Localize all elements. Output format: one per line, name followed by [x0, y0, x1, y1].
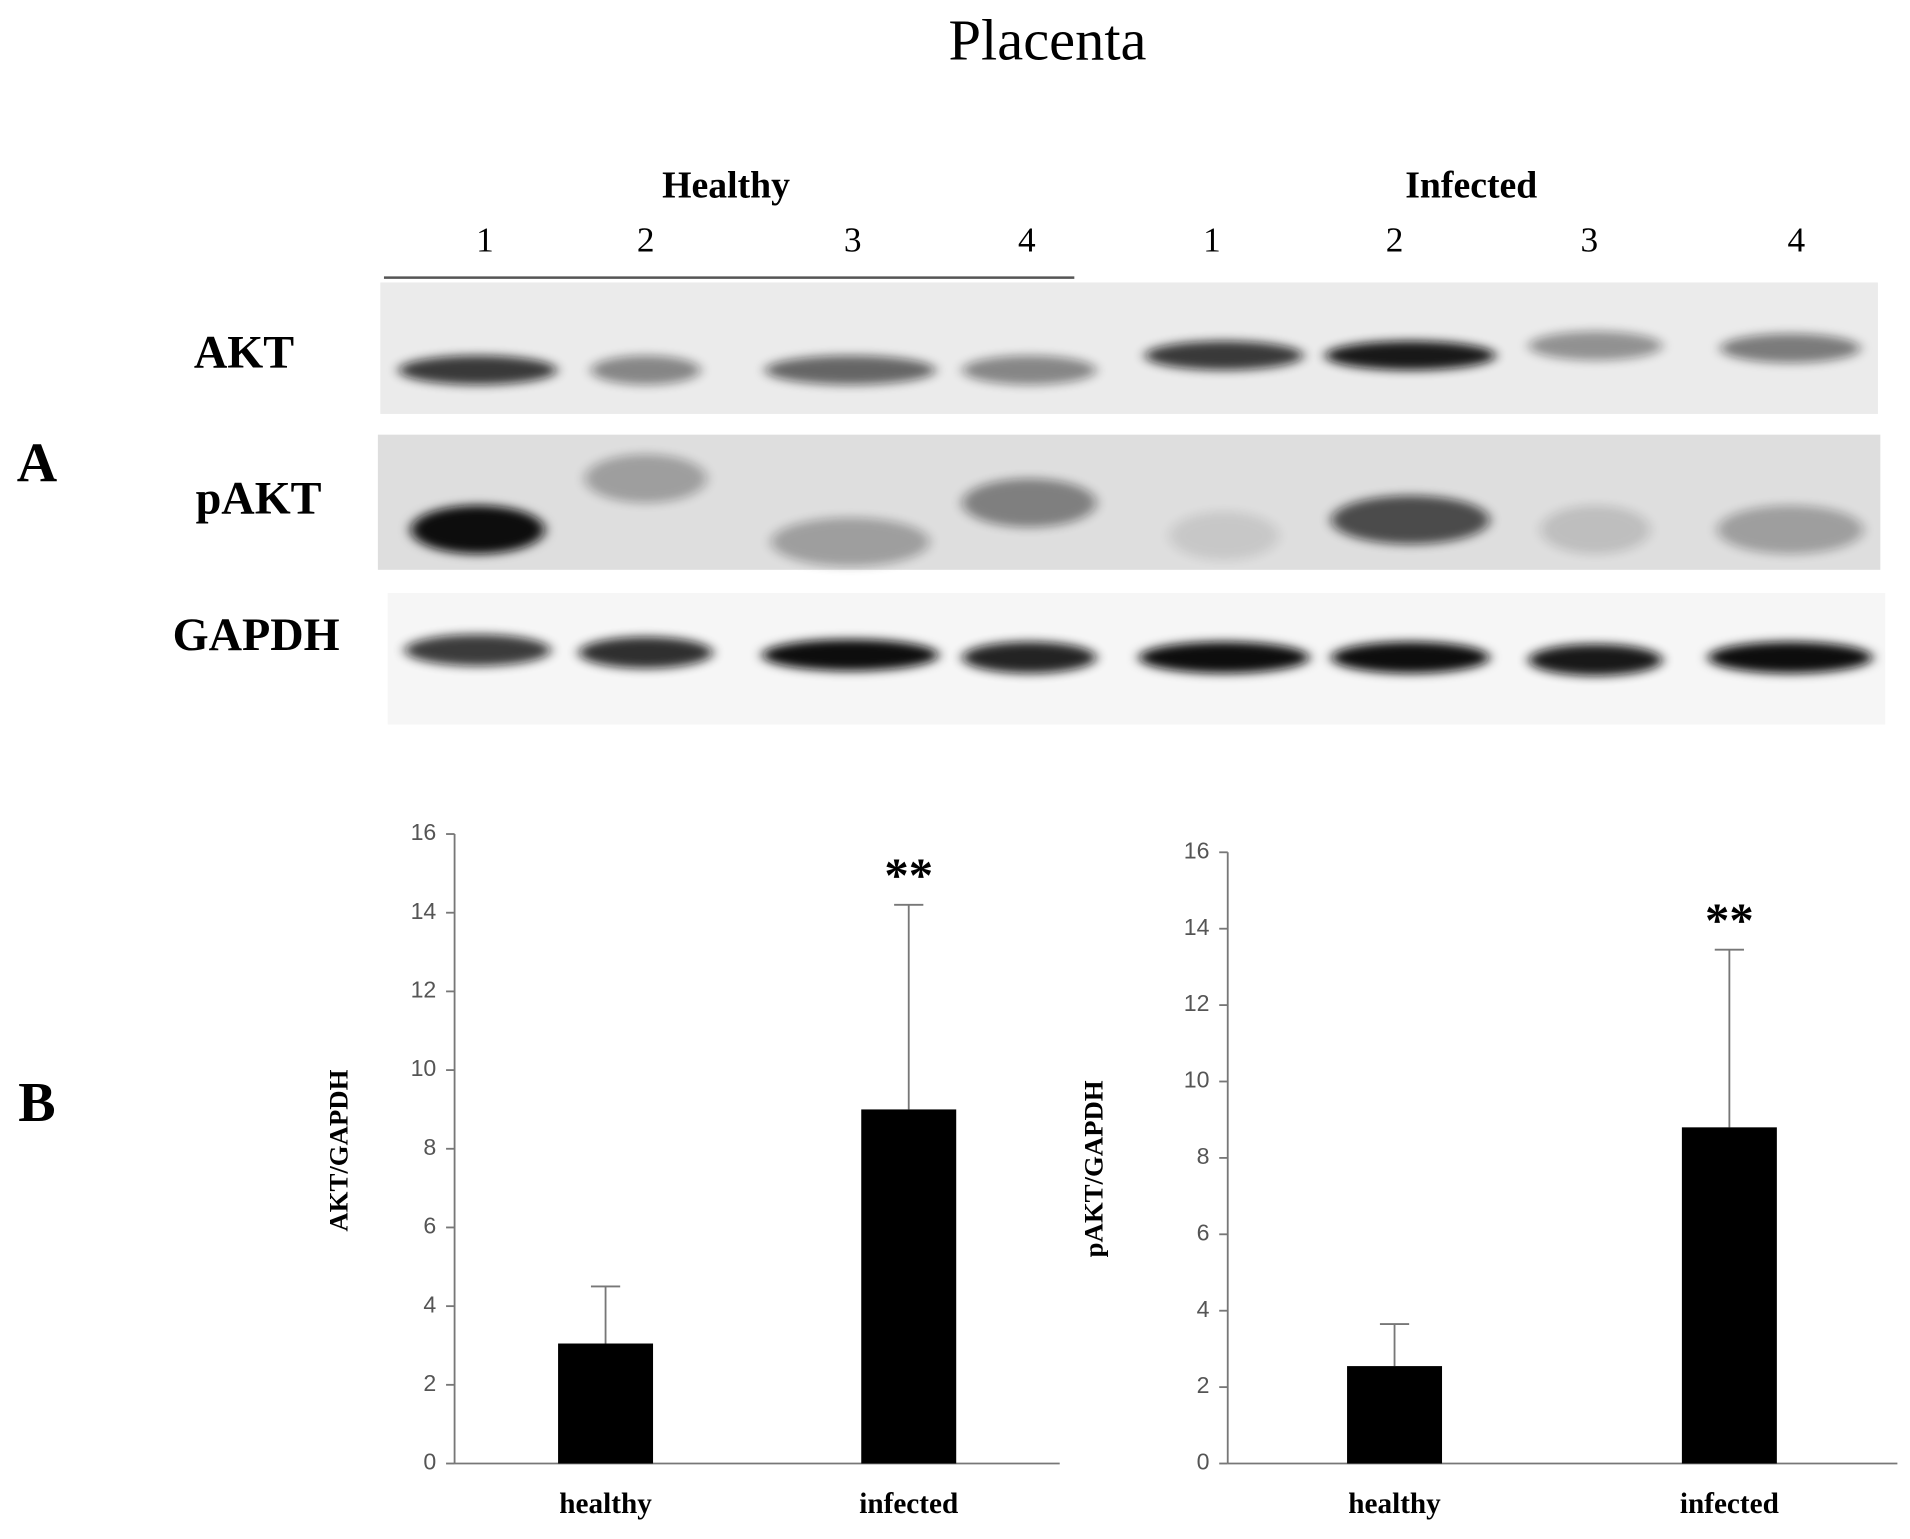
lane-label: 2	[1386, 221, 1404, 260]
panel-label: A	[17, 433, 58, 495]
y-tick-label: 2	[423, 1370, 436, 1396]
blot-band	[578, 636, 713, 669]
lane-label: 4	[1018, 221, 1036, 260]
lane-label: 4	[1788, 221, 1806, 260]
group-label: Infected	[1405, 164, 1537, 206]
blot-band	[962, 355, 1097, 385]
y-tick-label: 16	[1184, 837, 1210, 863]
y-tick-label: 8	[1197, 1143, 1210, 1169]
bar	[1681, 1127, 1777, 1464]
blot-band	[962, 641, 1097, 674]
lane-label: 3	[844, 221, 862, 260]
y-tick-label: 0	[423, 1449, 436, 1475]
figure-title: Placenta	[949, 8, 1147, 73]
group-label: Healthy	[662, 164, 790, 206]
bar	[1347, 1366, 1443, 1464]
y-axis-label: pAKT/GAPDH	[1078, 1080, 1108, 1257]
blot-band	[1331, 641, 1490, 674]
lane-label: 2	[637, 221, 655, 260]
blot-band	[1720, 333, 1861, 363]
y-tick-label: 14	[1184, 914, 1210, 940]
y-tick-label: 4	[423, 1291, 436, 1317]
blot-band	[1528, 644, 1663, 676]
blot-band	[765, 355, 936, 385]
y-tick-label: 12	[1184, 990, 1210, 1016]
row-label: pAKT	[196, 473, 322, 524]
y-tick-label: 0	[1197, 1449, 1210, 1475]
panel-label: B	[18, 1072, 55, 1134]
blot-band	[771, 517, 930, 567]
lane-label: 1	[1203, 221, 1221, 260]
blot-band	[1325, 340, 1496, 371]
blot-band	[1708, 641, 1873, 674]
y-tick-label: 10	[1184, 1067, 1210, 1093]
x-tick-label: healthy	[559, 1488, 652, 1520]
blot-band	[1528, 331, 1663, 361]
blot-band	[762, 639, 939, 671]
blot-band	[590, 355, 701, 385]
y-tick-label: 12	[411, 977, 437, 1003]
blot-band	[1540, 505, 1651, 554]
y-tick-label: 16	[411, 819, 437, 845]
y-tick-label: 14	[411, 898, 437, 924]
y-tick-label: 10	[411, 1055, 437, 1081]
bar	[861, 1109, 957, 1464]
row-label: GAPDH	[173, 610, 340, 661]
significance: **	[1705, 894, 1754, 948]
blot-band	[962, 478, 1097, 528]
blot-band	[1138, 641, 1310, 674]
x-tick-label: infected	[859, 1488, 958, 1520]
x-tick-label: infected	[1680, 1488, 1779, 1520]
blot-band	[1169, 511, 1279, 561]
y-tick-label: 6	[423, 1213, 436, 1239]
y-axis-label: AKT/GAPDH	[323, 1069, 353, 1231]
lane-label: 1	[476, 221, 494, 260]
y-tick-label: 4	[1197, 1296, 1210, 1322]
blot-band	[1331, 495, 1490, 545]
significance: **	[884, 849, 933, 903]
x-tick-label: healthy	[1348, 1488, 1441, 1520]
blot-strip	[377, 434, 1881, 570]
row-label: AKT	[194, 327, 294, 378]
y-tick-label: 2	[1197, 1372, 1210, 1398]
bar	[558, 1343, 654, 1464]
blot-band	[410, 505, 545, 554]
y-tick-label: 6	[1197, 1219, 1210, 1245]
lane-label: 3	[1581, 221, 1599, 260]
blot-band	[584, 454, 707, 503]
blot-band	[1144, 340, 1304, 371]
y-tick-label: 8	[423, 1134, 436, 1160]
blot-band	[404, 634, 551, 667]
blot-band	[1717, 505, 1864, 554]
blot-band	[398, 355, 557, 385]
